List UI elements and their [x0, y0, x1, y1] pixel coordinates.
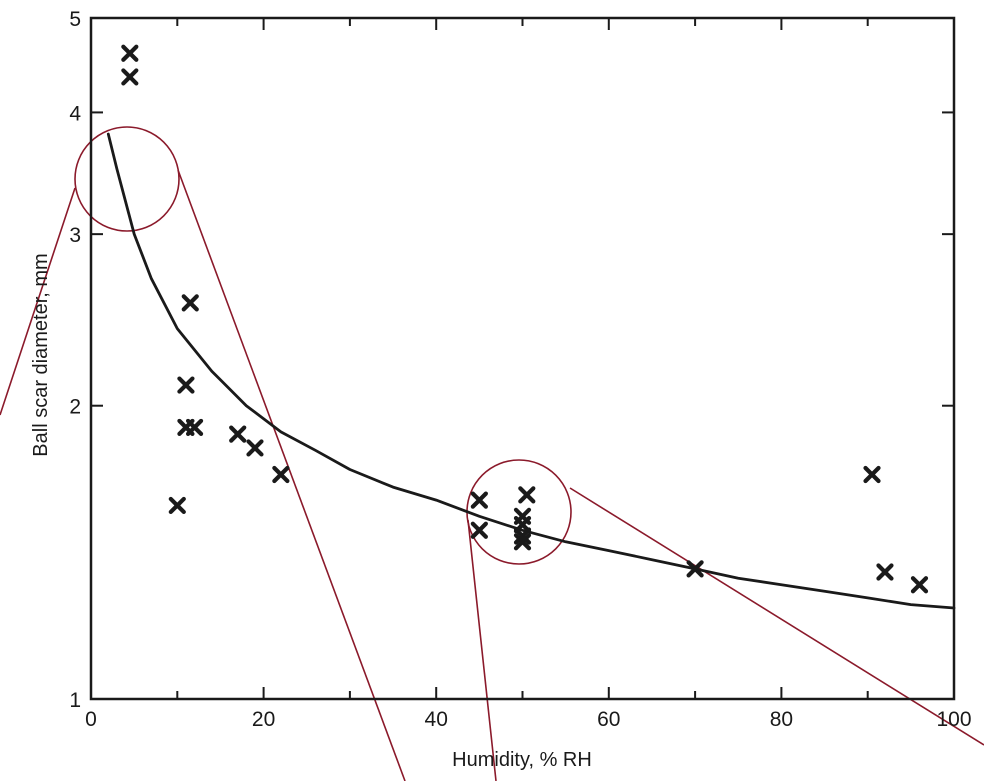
x-tick-label: 80: [770, 708, 793, 731]
zoom-circle-low-humidity: [74, 126, 180, 232]
x-marker-stroke: [246, 439, 264, 457]
y-tick-label: 4: [69, 102, 81, 125]
x-tick-label: 20: [252, 708, 275, 731]
x-marker-stroke: [168, 496, 186, 515]
x-axis-label: Humidity, % RH: [452, 749, 592, 771]
x-marker-stroke: [513, 533, 532, 551]
x-tick-label: 0: [85, 708, 97, 731]
x-marker-stroke: [470, 491, 488, 509]
y-tick-label: 2: [69, 396, 81, 419]
data-point-x: [518, 486, 536, 504]
x-tick-label: 60: [597, 708, 620, 731]
zoom-guide-line: [467, 519, 497, 781]
data-point-x: [177, 376, 195, 394]
x-marker-stroke: [181, 294, 199, 312]
x-marker-stroke: [121, 68, 139, 86]
y-tick-label: 1: [69, 689, 81, 712]
annotation-layer: [0, 126, 984, 781]
x-marker-stroke: [121, 44, 139, 62]
x-marker-stroke: [686, 560, 704, 578]
data-point-x: [168, 496, 186, 515]
data-point-x: [470, 491, 488, 509]
data-point-x: [121, 44, 139, 62]
plot-frame: [89, 16, 956, 701]
x-marker-stroke: [863, 465, 881, 484]
data-point-x: [470, 521, 488, 539]
x-tick-label: 40: [425, 708, 448, 731]
data-point-x: [246, 439, 264, 457]
y-tick-label: 5: [69, 8, 81, 31]
zoom-guide-line: [0, 187, 76, 416]
y-tick-label: 3: [69, 224, 81, 247]
data-point-x: [181, 294, 199, 312]
data-point-x: [185, 418, 204, 437]
data-point-x: [876, 563, 894, 581]
x-marker-stroke: [229, 425, 247, 443]
data-point-x: [513, 533, 532, 551]
data-point-x: [121, 68, 139, 86]
data-point-x: [272, 465, 290, 484]
zoom-guide-line: [569, 487, 984, 746]
x-tick-label: 100: [936, 708, 971, 731]
x-marker-stroke: [876, 563, 894, 581]
data-point-x: [910, 576, 929, 594]
x-marker-stroke: [272, 465, 290, 484]
zoom-guide-line: [177, 169, 406, 781]
x-marker-stroke: [177, 376, 195, 394]
x-marker-stroke: [470, 521, 488, 539]
x-marker-stroke: [518, 486, 536, 504]
y-axis-label: Ball scar diameter, mm: [30, 253, 52, 456]
axes: [89, 16, 956, 701]
x-marker-stroke: [910, 576, 929, 594]
fit-curve: [106, 132, 956, 610]
data-point-x: [863, 465, 881, 484]
x-marker-stroke: [185, 418, 204, 437]
data-point-x: [229, 425, 247, 443]
data-point-x: [686, 560, 704, 578]
tick-labels: 0 20 40 60 80 100 1 2 3 4 5: [69, 8, 971, 731]
plot-area: [106, 44, 956, 610]
